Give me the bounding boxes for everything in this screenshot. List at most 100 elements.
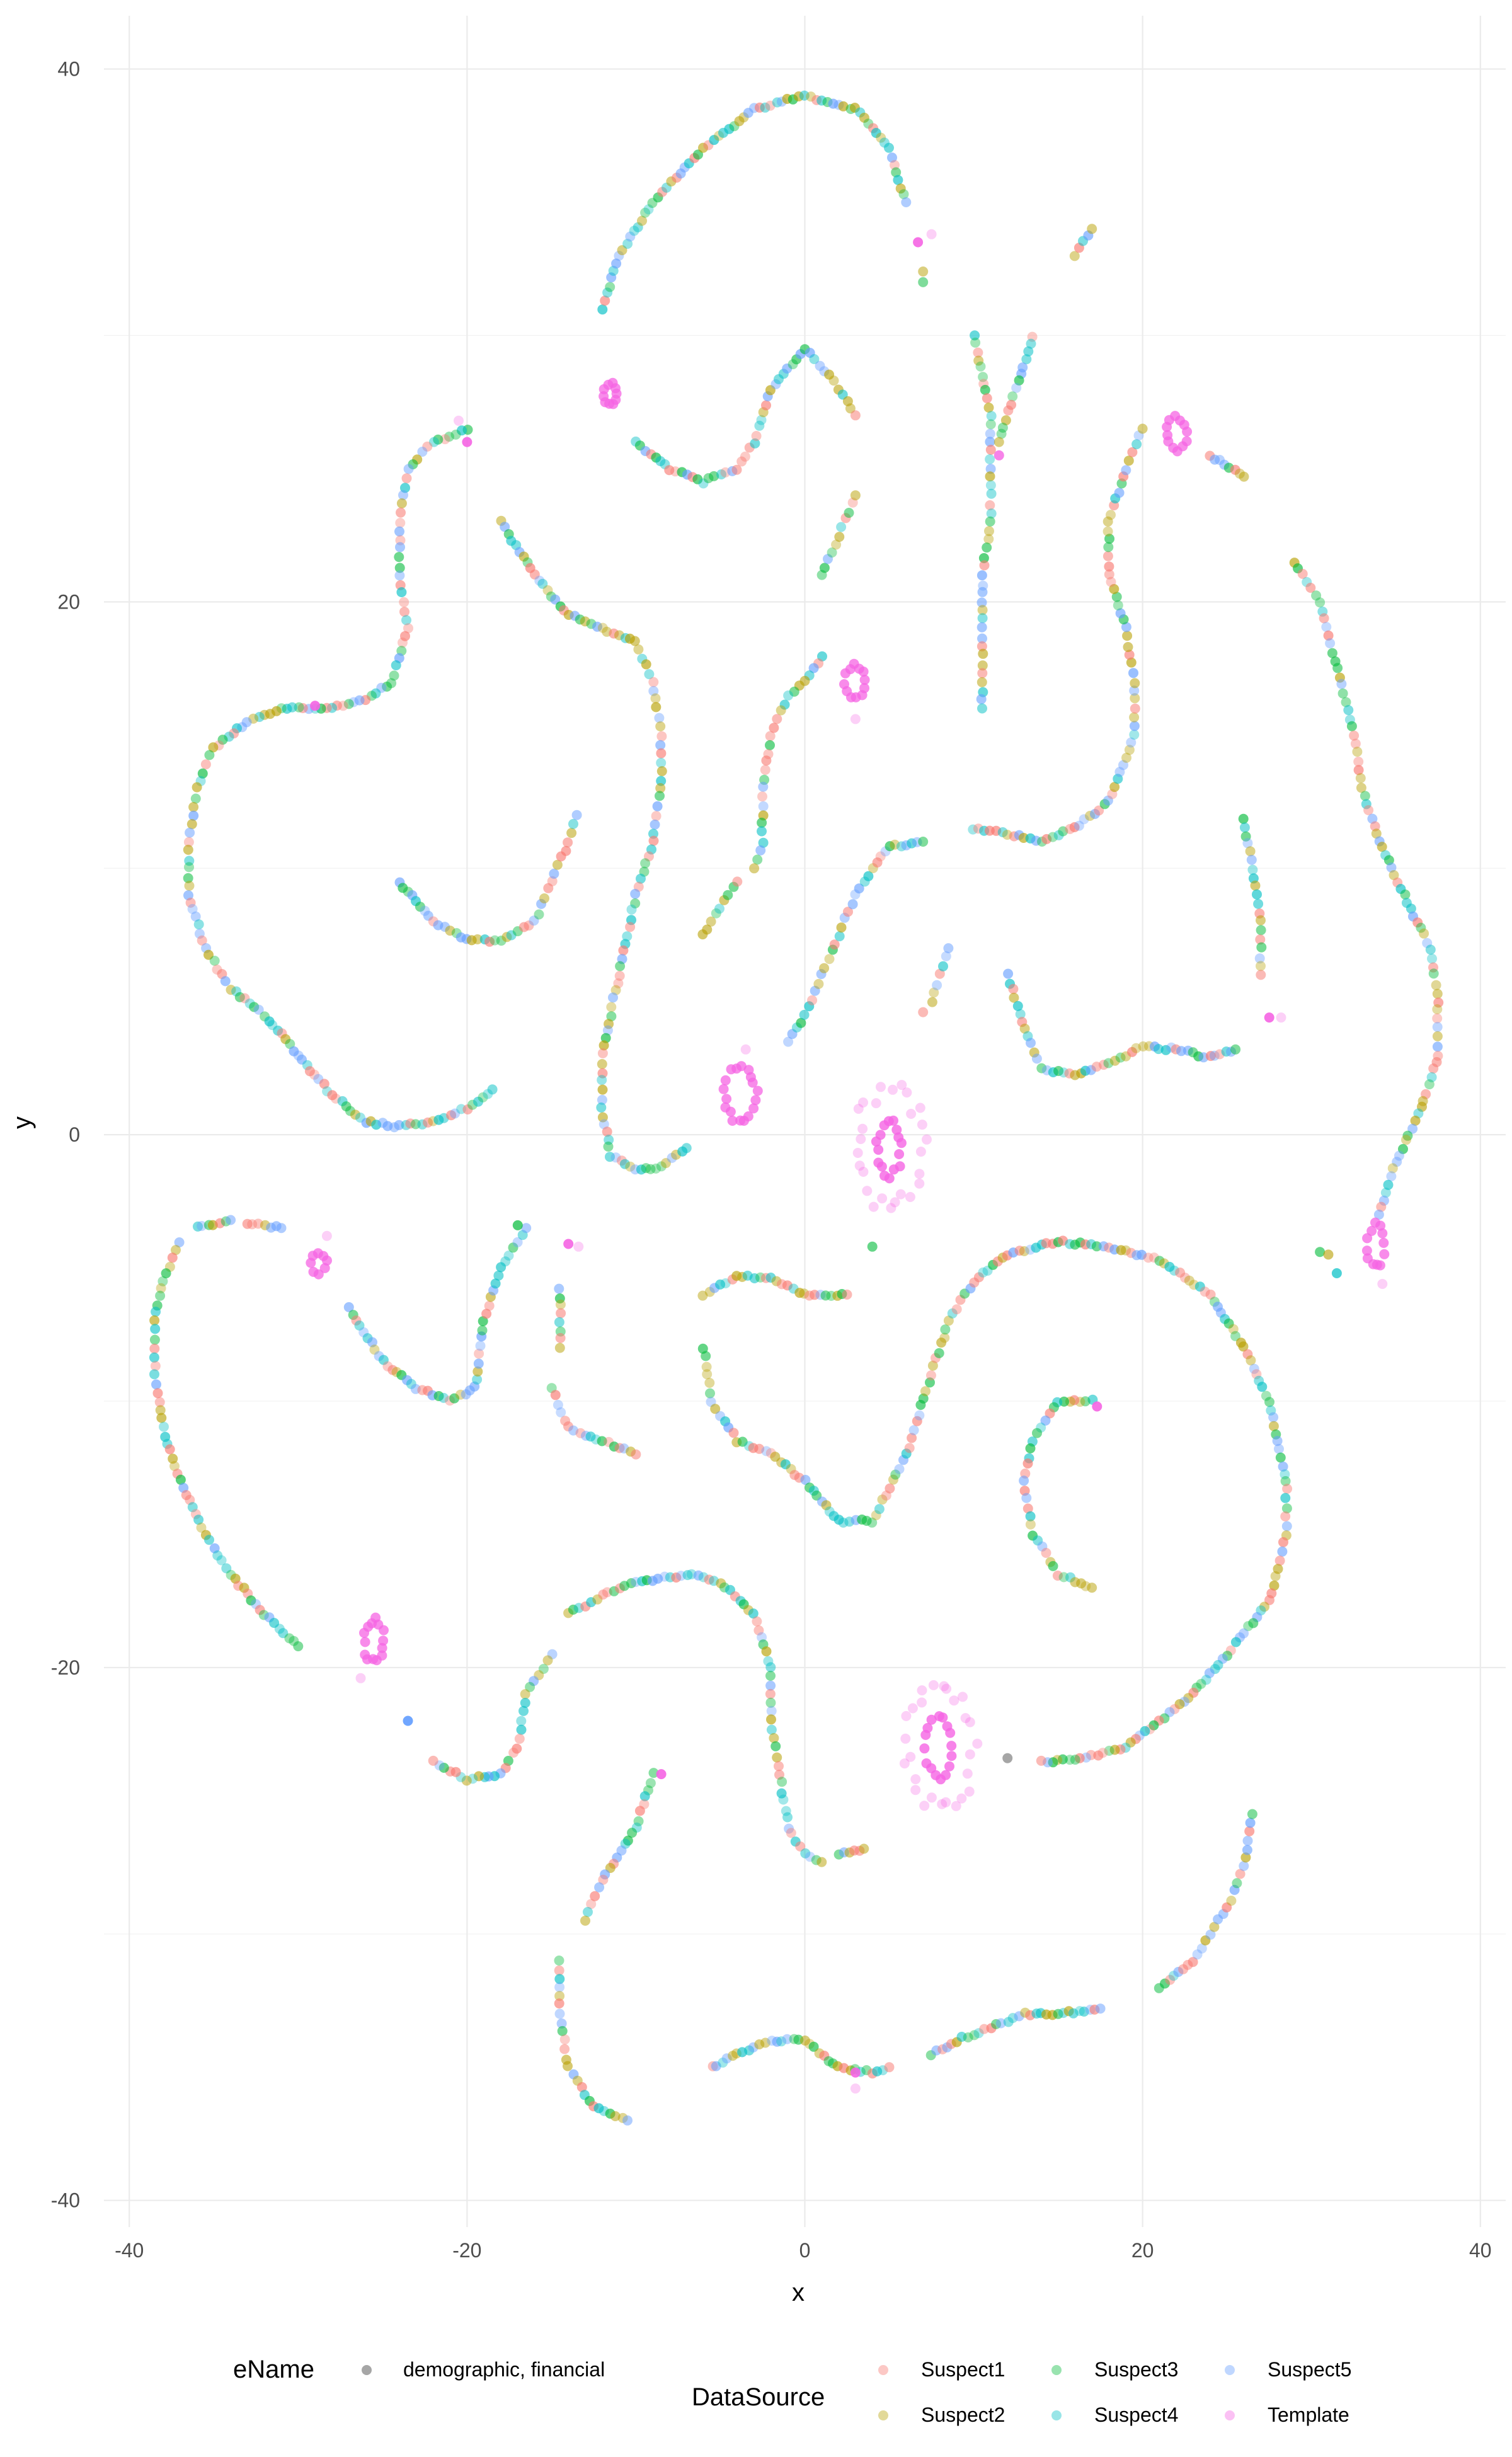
data-point [609, 628, 619, 639]
data-point [1323, 630, 1334, 641]
data-point [269, 1618, 280, 1628]
data-point [1407, 1123, 1418, 1134]
data-point [1114, 767, 1125, 777]
data-point [893, 175, 903, 185]
data-point [856, 1134, 866, 1144]
data-point [983, 534, 994, 544]
data-point [765, 100, 776, 111]
data-point [859, 112, 869, 123]
data-point [1376, 1201, 1387, 1212]
data-point [1276, 1012, 1286, 1023]
legend-label-suspect2: Suspect2 [921, 2403, 1005, 2426]
data-point [656, 766, 667, 777]
data-point [1257, 1382, 1268, 1392]
data-point [606, 1002, 617, 1012]
data-point [1181, 436, 1192, 447]
data-point [484, 1300, 495, 1311]
data-point [360, 1637, 370, 1647]
data-point [914, 1178, 925, 1189]
data-point [204, 750, 215, 760]
data-point [709, 471, 719, 481]
data-point [951, 1801, 961, 1811]
data-point [1079, 814, 1089, 825]
data-point [310, 701, 321, 711]
data-point [174, 1237, 185, 1247]
data-point [655, 456, 666, 466]
data-point [750, 438, 760, 449]
data-point [1008, 983, 1019, 994]
data-point [194, 929, 205, 939]
data-point [752, 1085, 763, 1096]
data-point [1012, 1000, 1023, 1011]
data-point [554, 1965, 564, 1976]
data-point [912, 1416, 922, 1426]
data-point [951, 1304, 962, 1315]
data-point [190, 911, 201, 922]
data-point [821, 1500, 832, 1511]
legend-ename-label: demographic, financial [403, 2358, 605, 2381]
data-point [1014, 2011, 1024, 2022]
data-point [1009, 992, 1019, 1003]
data-point [681, 1143, 692, 1154]
data-point [597, 622, 608, 633]
data-point [197, 768, 208, 779]
data-point [1003, 405, 1014, 416]
data-point [1275, 1452, 1286, 1463]
data-point [782, 2034, 793, 2044]
x-tick-label: 40 [1469, 2239, 1492, 2262]
data-point [1040, 1415, 1051, 1426]
data-point [1226, 1896, 1237, 1906]
data-point [816, 95, 827, 106]
data-point [1259, 1601, 1269, 1612]
data-point [985, 471, 995, 482]
data-point [1162, 421, 1172, 432]
data-point [367, 1337, 377, 1348]
data-point [239, 993, 250, 1004]
data-point [656, 1161, 667, 1172]
data-point [915, 1102, 925, 1113]
data-point [626, 904, 637, 915]
data-point [996, 428, 1007, 439]
data-point [1386, 1171, 1397, 1182]
data-point [895, 183, 906, 194]
data-point [894, 1463, 905, 1474]
data-point [254, 712, 265, 722]
data-point [1244, 1826, 1255, 1836]
data-point [653, 1573, 663, 1584]
x-tick-label: 20 [1131, 2239, 1154, 2262]
data-point [1124, 650, 1135, 660]
data-point [800, 1475, 811, 1485]
data-point [1160, 1045, 1171, 1055]
data-point [757, 817, 767, 828]
data-point [985, 445, 996, 455]
data-point [149, 1315, 160, 1326]
data-point [973, 355, 984, 366]
data-point [1268, 1412, 1279, 1423]
data-point [1280, 1492, 1291, 1503]
data-point [1074, 820, 1084, 831]
data-point [844, 508, 854, 518]
data-point [1282, 1484, 1293, 1494]
data-point [765, 1697, 776, 1708]
data-point [983, 403, 994, 413]
data-point [857, 1123, 868, 1134]
data-point [605, 282, 616, 292]
data-point [1065, 1755, 1075, 1765]
data-point [462, 1104, 473, 1114]
data-point [977, 668, 988, 679]
data-point [423, 1117, 433, 1128]
data-point [1254, 953, 1265, 964]
data-point [1268, 1421, 1279, 1431]
data-point [854, 883, 864, 894]
data-point [918, 1007, 929, 1017]
data-point [904, 1443, 915, 1453]
data-point [1386, 862, 1397, 873]
data-point [410, 1383, 421, 1394]
legend-key-suspect4 [1051, 2410, 1062, 2420]
data-point [1401, 1135, 1411, 1145]
data-point [534, 909, 544, 920]
data-point [965, 1749, 975, 1760]
data-point [341, 1101, 352, 1112]
data-point [1127, 447, 1138, 457]
data-point [1379, 1249, 1390, 1259]
